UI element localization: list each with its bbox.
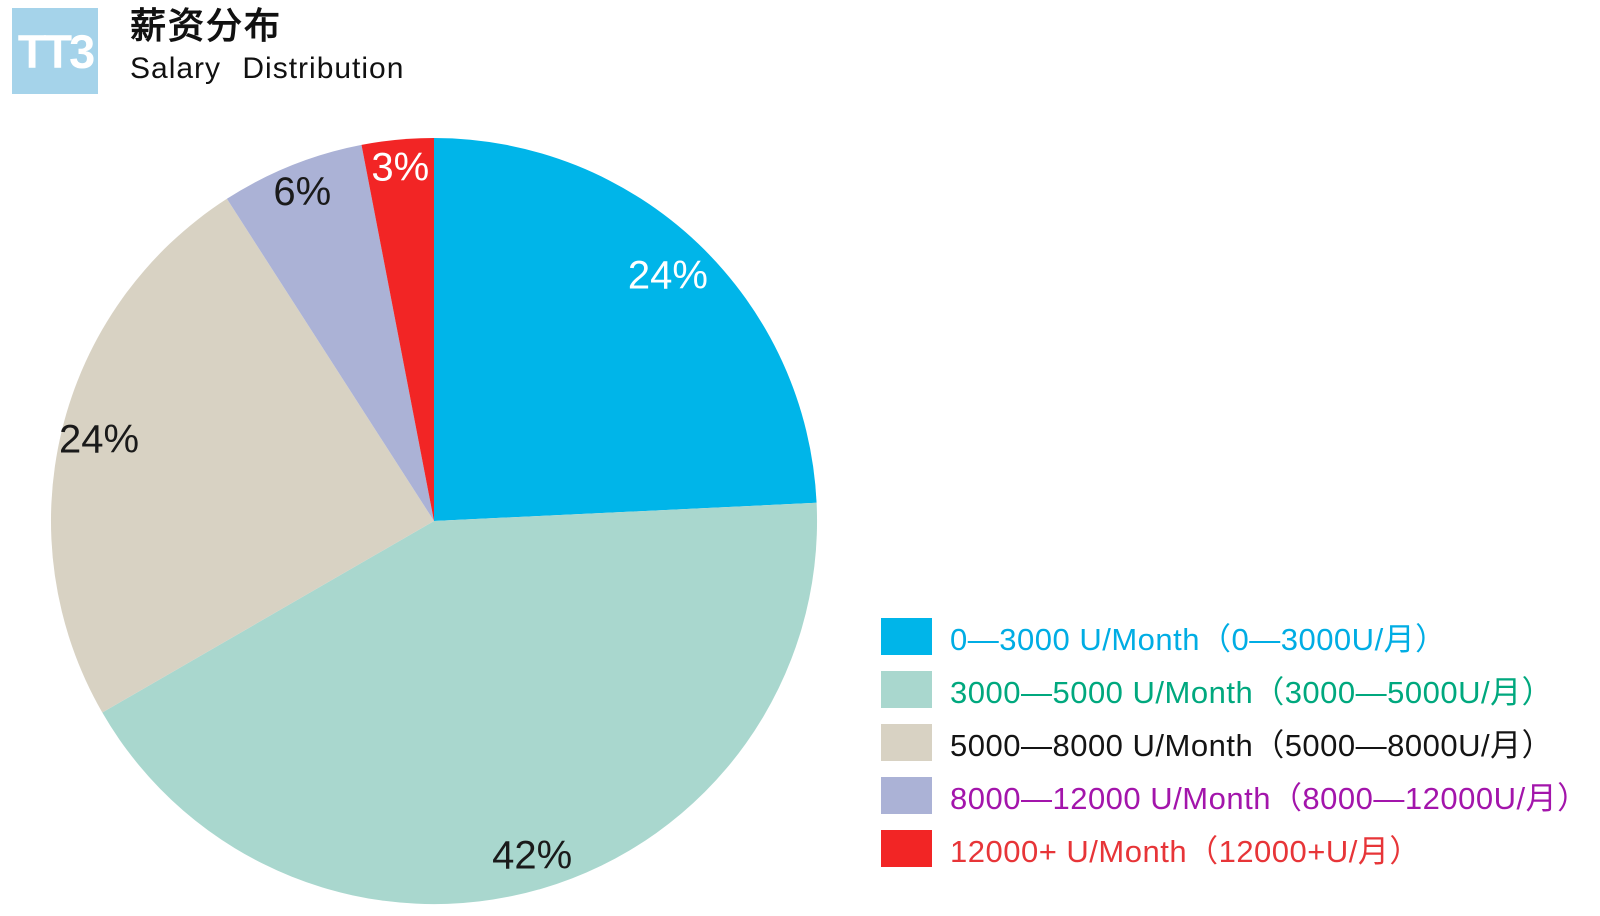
pie-slice-label-24%: 24% — [628, 254, 708, 298]
pie-slice-label-3%: 3% — [371, 146, 429, 190]
legend-swatch-2 — [881, 724, 932, 761]
legend-label-4: 12000+ U/Month（12000+U/月） — [950, 834, 1421, 869]
pie-slice-label-42%: 42% — [492, 833, 572, 877]
legend-item-0: 0—3000 U/Month（0—3000U/月） — [881, 618, 1589, 657]
chart-title-chinese: 薪资分布 — [130, 5, 283, 46]
chart-title-english: Salary Distribution — [130, 52, 405, 86]
legend-label-3: 8000—12000 U/Month（8000—12000U/月） — [950, 781, 1589, 816]
pie-slice-3% — [361, 137, 434, 521]
pie-slice-6% — [226, 144, 434, 521]
legend-label-1: 3000—5000 U/Month（3000—5000U/月） — [950, 675, 1554, 710]
legend-item-3: 8000—12000 U/Month（8000—12000U/月） — [881, 777, 1589, 816]
legend-label-0: 0—3000 U/Month（0—3000U/月） — [950, 622, 1447, 657]
pie-slice-label-24%: 24% — [59, 418, 139, 462]
legend-swatch-1 — [881, 671, 932, 708]
pie-slice-24% — [50, 198, 435, 713]
legend-swatch-4 — [881, 830, 932, 867]
page-header: 薪资分布 Salary Distribution — [130, 4, 404, 86]
legend-item-2: 5000—8000 U/Month（5000—8000U/月） — [881, 724, 1589, 763]
tt3-logo: TT3 — [12, 8, 98, 94]
pie-slice-24% — [434, 138, 817, 521]
legend-label-2: 5000—8000 U/Month（5000—8000U/月） — [950, 728, 1554, 763]
legend-swatch-3 — [881, 777, 932, 814]
pie-slice-label-6%: 6% — [273, 170, 331, 214]
chart-legend: 0—3000 U/Month（0—3000U/月） 3000—5000 U/Mon… — [881, 618, 1589, 883]
pie-slice-42% — [102, 502, 818, 905]
legend-item-1: 3000—5000 U/Month（3000—5000U/月） — [881, 671, 1589, 710]
legend-swatch-0 — [881, 618, 932, 655]
legend-item-4: 12000+ U/Month（12000+U/月） — [881, 830, 1589, 869]
